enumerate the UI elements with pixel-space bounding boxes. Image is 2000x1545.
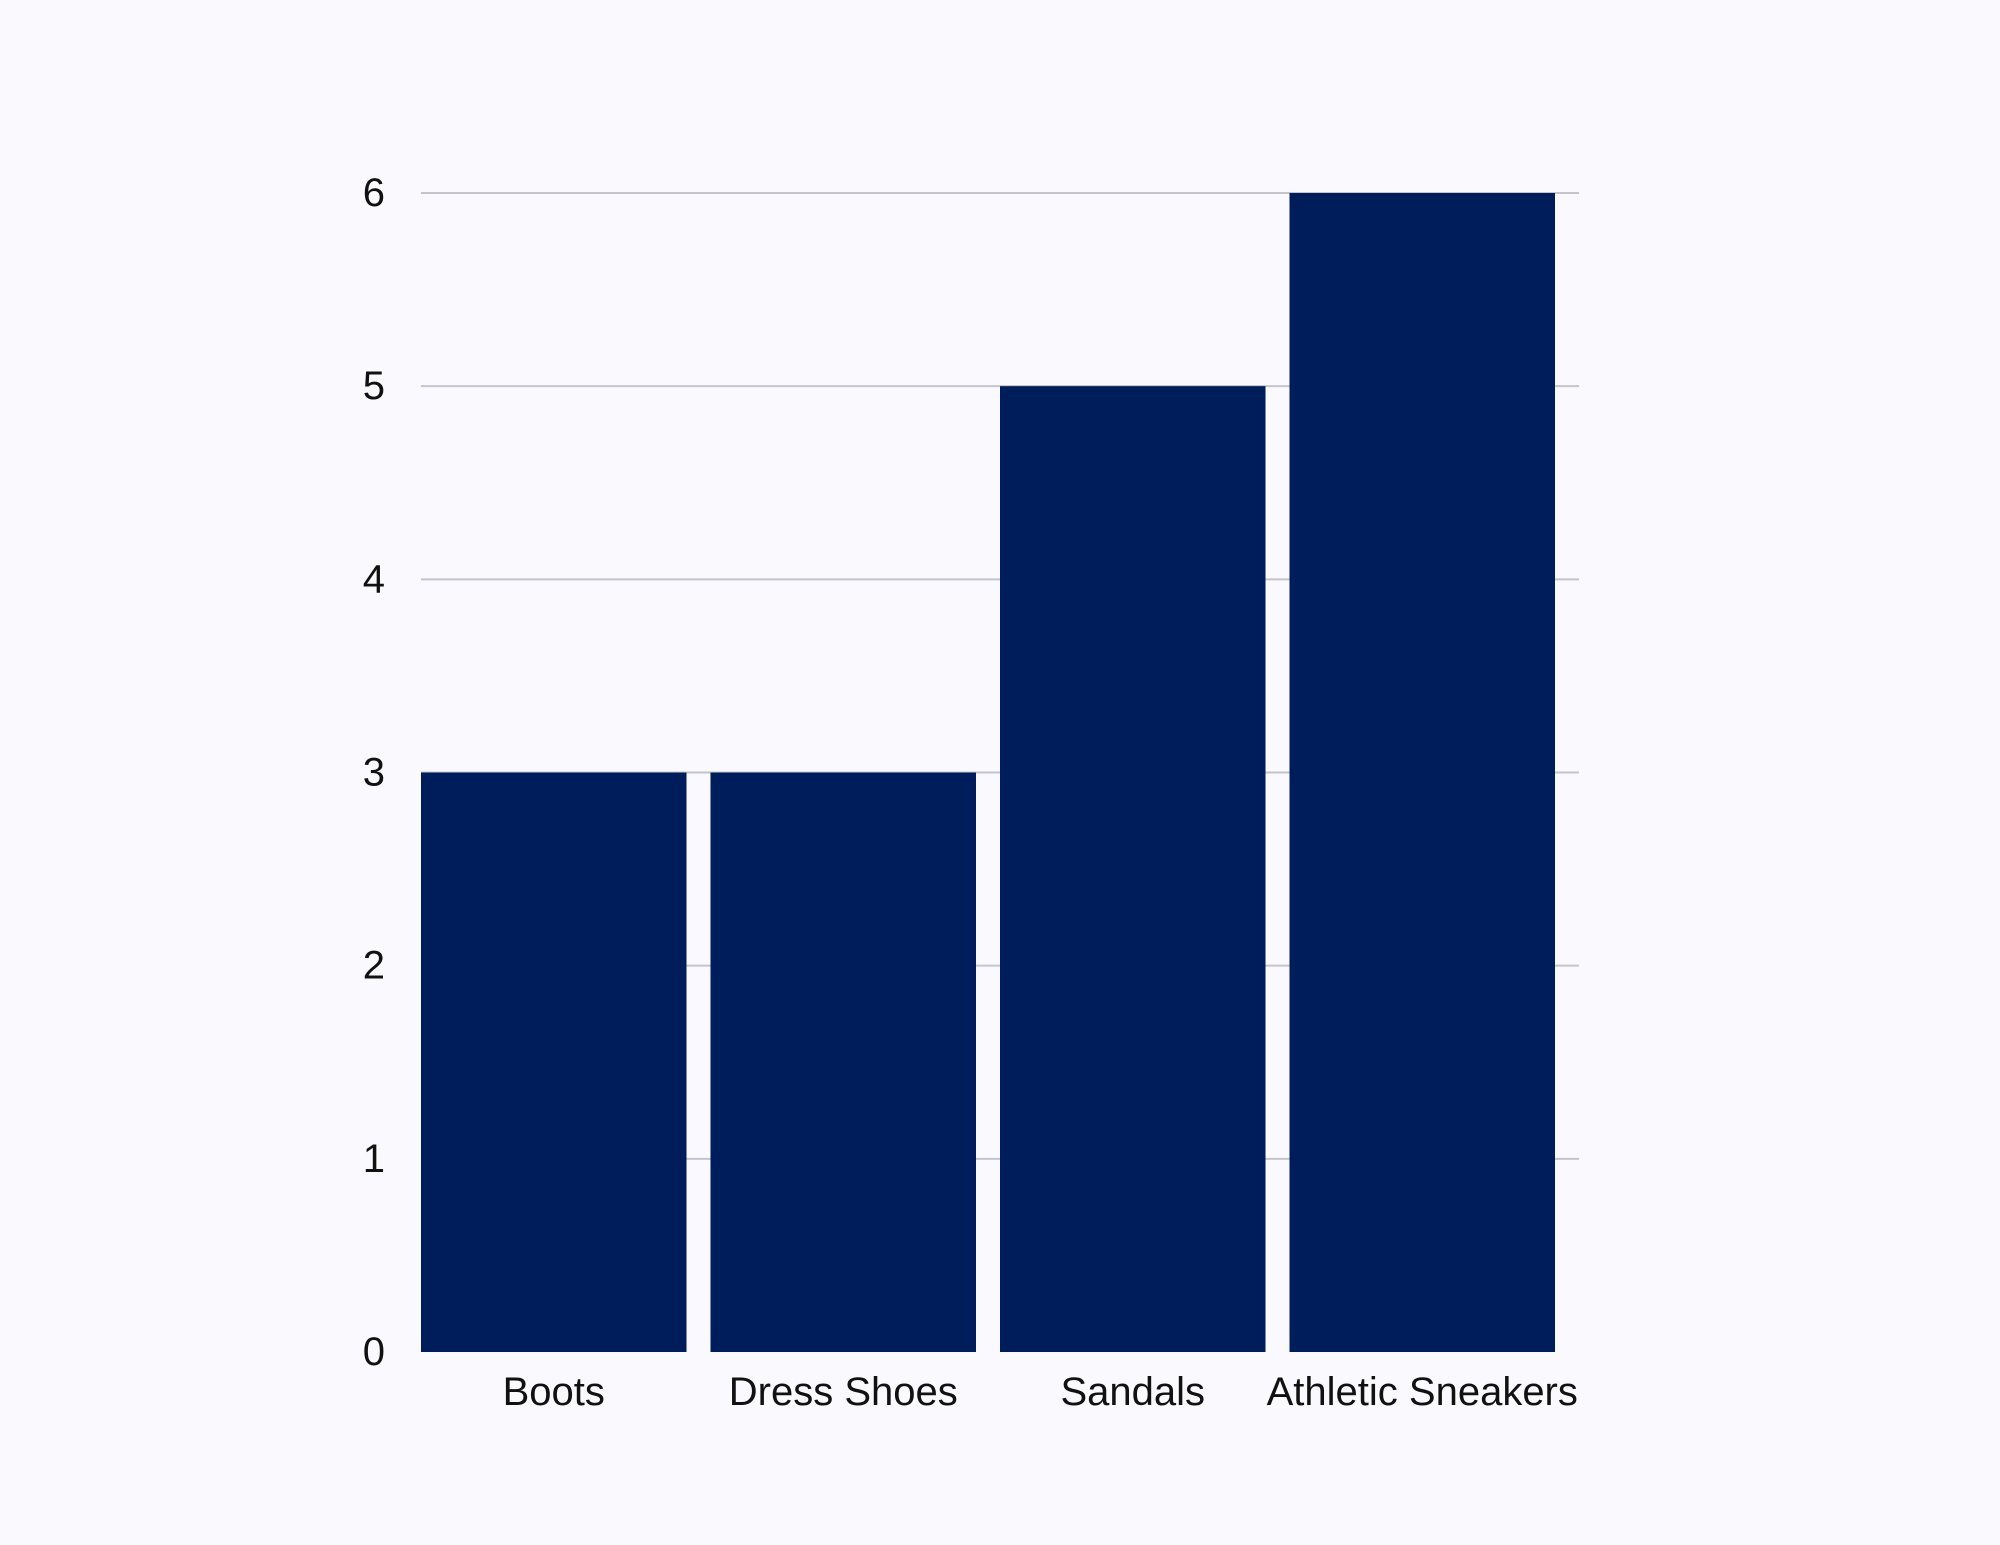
x-tick-label: Sandals — [1060, 1370, 1205, 1414]
bar-sandals — [1000, 386, 1266, 1353]
y-tick-label: 2 — [363, 944, 385, 988]
bar-dress-shoes — [710, 772, 976, 1352]
y-tick-label: 5 — [363, 364, 385, 408]
bars — [421, 193, 1555, 1353]
x-tick-label: Dress Shoes — [729, 1370, 958, 1414]
x-tick-label: Boots — [503, 1370, 605, 1414]
y-tick-label: 1 — [363, 1137, 385, 1181]
x-tick-label: Athletic Sneakers — [1267, 1370, 1578, 1414]
y-tick-label: 4 — [363, 557, 385, 601]
y-tick-label: 6 — [363, 171, 385, 215]
y-tick-label: 0 — [363, 1330, 385, 1374]
x-axis-tick-labels: Boots Dress Shoes Sandals Athletic Sneakers — [503, 1370, 1578, 1414]
y-tick-label: 3 — [363, 751, 385, 795]
bar-athletic-sneakers — [1289, 193, 1555, 1352]
bar-boots — [421, 772, 687, 1352]
y-axis-tick-labels: 0 1 2 3 4 5 6 — [363, 171, 385, 1374]
